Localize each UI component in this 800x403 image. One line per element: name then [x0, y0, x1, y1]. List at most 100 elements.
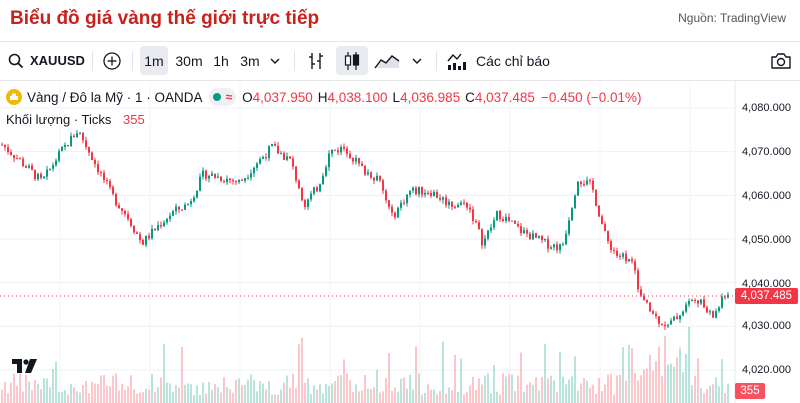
interval-3m[interactable]: 3m: [240, 52, 260, 69]
compare-symbol-button[interactable]: [98, 46, 126, 75]
volume-bar: [472, 376, 474, 403]
volume-bar: [325, 383, 327, 403]
volume-bar: [40, 389, 42, 403]
volume-bar: [67, 394, 69, 403]
candle-body: [709, 311, 711, 313]
volume-bar: [415, 346, 417, 403]
candle-body: [13, 155, 15, 159]
volume-bar: [460, 358, 462, 403]
candle-body: [43, 176, 45, 178]
candle-body: [724, 296, 726, 298]
candle-body: [685, 304, 687, 312]
volume-bar: [712, 384, 714, 403]
ohlc-bars-icon: [309, 52, 323, 69]
candle-body: [436, 191, 438, 198]
volume-bar: [652, 370, 654, 403]
candle-body: [100, 172, 102, 174]
candle-body: [31, 165, 33, 170]
interval-30m[interactable]: 30m: [175, 52, 203, 69]
candle-body: [544, 238, 546, 241]
indicators-button[interactable]: Các chỉ báo: [444, 46, 558, 75]
candle-body: [34, 169, 36, 180]
candle-body: [4, 144, 6, 148]
symbol-search-button[interactable]: XAUUSD: [6, 46, 90, 75]
candle-body: [250, 173, 252, 178]
bars-style-button[interactable]: [302, 46, 330, 75]
volume-bar: [319, 384, 321, 403]
tradingview-logo-icon[interactable]: [10, 355, 40, 377]
candle-body: [64, 144, 66, 147]
candle-body: [103, 172, 105, 181]
low-value: 4,036.985: [400, 89, 461, 105]
high-value: 4,038.100: [327, 89, 388, 105]
volume-bar: [124, 389, 126, 403]
candle-body: [22, 158, 24, 166]
candle-body: [316, 187, 318, 192]
market-status-pill[interactable]: ≈: [208, 88, 237, 106]
volume-bar: [658, 346, 660, 403]
candle-body: [676, 316, 678, 320]
volume-bar: [337, 375, 339, 403]
candle-body: [139, 233, 141, 241]
volume-bar: [457, 391, 459, 403]
candle-body: [571, 208, 573, 221]
candle-body: [442, 197, 444, 200]
volume-bar: [541, 377, 543, 403]
volume-bar: [571, 376, 573, 403]
chart-style-dropdown[interactable]: [408, 46, 426, 75]
volume-bar: [322, 393, 324, 403]
candle-body: [229, 178, 231, 181]
candle-body: [586, 180, 588, 185]
source-label: Nguồn: TradingView: [678, 11, 786, 25]
candle-body: [376, 175, 378, 181]
candle-body: [331, 149, 333, 154]
candle-body: [283, 153, 285, 160]
candle-body: [112, 186, 114, 194]
interval-1m[interactable]: 1m: [140, 46, 168, 75]
interval-1h[interactable]: 1h: [213, 52, 229, 69]
volume-bar: [595, 393, 597, 403]
candle-body: [118, 205, 120, 209]
volume-bar: [667, 364, 669, 403]
candle-body: [409, 190, 411, 195]
candles-style-button[interactable]: [336, 46, 368, 75]
candle-body: [421, 186, 423, 195]
candle-body: [502, 219, 504, 222]
candle-body: [625, 253, 627, 262]
volume-label[interactable]: Khối lượng · Ticks: [6, 112, 112, 127]
area-style-button[interactable]: [372, 46, 402, 75]
volume-bar: [235, 379, 237, 403]
candle-body: [592, 180, 594, 190]
volume-bar: [616, 375, 618, 403]
candle-body: [439, 197, 441, 200]
candle-body: [430, 192, 432, 196]
volume-bar: [682, 372, 684, 403]
price-chart[interactable]: [0, 80, 800, 403]
candle-body: [508, 217, 510, 221]
volume-bar: [685, 354, 687, 403]
candle-body: [580, 181, 582, 184]
volume-bar: [52, 368, 54, 403]
symbol-title[interactable]: Vàng / Đô la Mỹ · 1 · OANDA: [27, 89, 203, 105]
volume-bar: [724, 393, 726, 403]
candle-body: [640, 289, 642, 296]
volume-bar: [310, 394, 312, 403]
candle-body: [46, 169, 48, 177]
volume-bar: [454, 354, 456, 403]
volume-bar: [556, 392, 558, 403]
candle-body: [472, 209, 474, 221]
volume-bar: [247, 379, 249, 403]
volume-bar: [442, 341, 444, 403]
candle-body: [133, 225, 135, 233]
candle-body: [481, 229, 483, 246]
screenshot-button[interactable]: [766, 46, 796, 75]
candle-body: [310, 193, 312, 200]
candle-body: [148, 235, 150, 239]
candle-body: [355, 158, 357, 162]
volume-bar: [226, 387, 228, 403]
volume-bar: [619, 374, 621, 403]
candle-body: [181, 209, 183, 211]
market-open-icon: [212, 93, 221, 101]
candle-body: [460, 202, 462, 205]
interval-dropdown[interactable]: [266, 46, 284, 75]
